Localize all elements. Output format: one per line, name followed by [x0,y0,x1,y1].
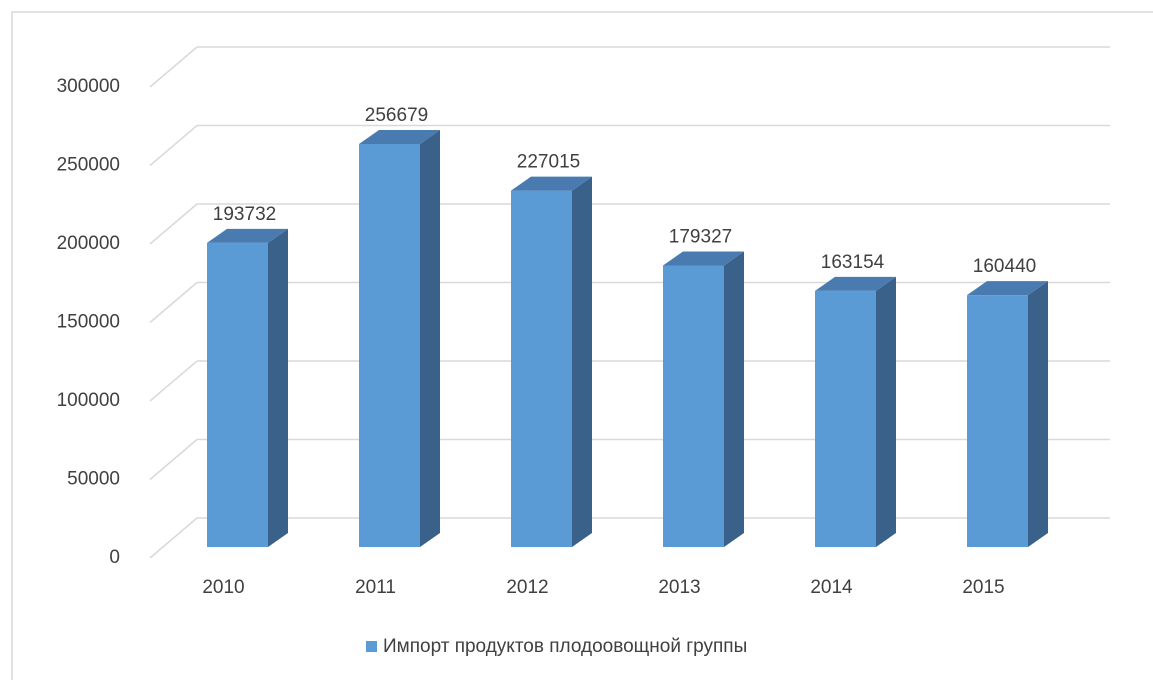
grid-line-depth [149,517,198,559]
value-label: 193732 [213,204,276,225]
bar-side [572,176,592,547]
bar-side [420,130,440,547]
value-label: 227015 [517,152,580,173]
y-tick-label: 250000 [57,155,120,176]
y-tick-label: 300000 [57,76,120,97]
bar-side [876,276,896,547]
bar-top [511,176,592,191]
grid-line-depth [149,360,198,402]
value-label: 256679 [365,105,428,126]
value-label: 160440 [973,256,1036,277]
x-tick-label: 2012 [506,577,548,598]
bar [207,242,268,547]
bar-top [967,281,1048,296]
bar-top [359,130,440,145]
value-label: 179327 [669,226,732,247]
grid-line-depth [149,124,198,167]
bar-side [724,251,744,547]
bar [815,290,876,547]
y-tick-label: 100000 [57,390,120,411]
legend-swatch [366,641,377,652]
bar-side [268,228,288,547]
x-tick-label: 2014 [810,577,853,598]
y-tick-label: 200000 [57,233,120,254]
y-tick-label: 50000 [67,469,120,490]
bar [663,265,724,547]
y-tick-label: 0 [109,547,120,568]
x-tick-label: 2013 [658,577,700,598]
x-tick-label: 2015 [962,577,1004,598]
x-tick-label: 2011 [355,577,396,598]
bar-top [207,228,288,243]
bar [359,144,420,547]
bar-side [1028,281,1048,547]
bar-top [815,276,896,291]
grid-line-depth [149,203,198,245]
bar [967,295,1028,547]
y-tick-label: 150000 [57,312,120,333]
grid-line-depth [149,281,198,324]
grid-line-depth [149,46,198,88]
bar [511,190,572,547]
x-tick-label: 2010 [202,577,244,598]
grid-line-depth [149,438,198,481]
legend-label: Импорт продуктов плодоовощной группы [383,636,747,657]
bar-top [663,251,744,266]
value-label: 163154 [821,252,885,273]
